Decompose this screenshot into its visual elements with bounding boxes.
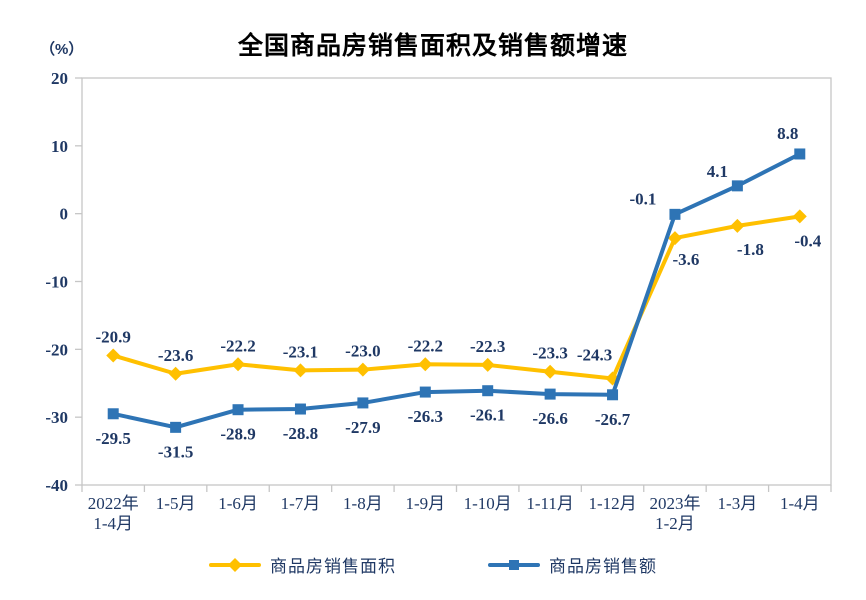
sales-amount-data-label: 8.8 [777,124,798,143]
sales-area-data-label: -1.8 [737,240,764,259]
x-axis-tick-label: 1-3月 [718,494,758,513]
x-axis-tick-label: 1-4月 [780,494,820,513]
sales-area-legend-marker-icon [209,557,261,572]
sales-amount-data-label: -31.5 [158,442,193,461]
sales-amount-marker [357,397,369,409]
sales-area-data-label: -0.4 [794,231,821,250]
sales-area-marker [543,364,558,379]
sales-area-line [111,214,802,381]
x-axis-tick-label: 1-9月 [405,494,445,513]
sales-amount-data-label: 4.1 [707,162,728,181]
sales-amount-marker [170,421,182,433]
y-axis-tick-label: 20 [51,69,68,88]
sales-amount-marker [419,386,431,398]
sales-amount-data-label: -0.1 [629,189,656,208]
sales-area-data-label: -23.1 [283,342,318,361]
sales-amount-legend-marker-icon [488,559,540,570]
sales-amount-marker [232,404,244,416]
sales-amount-marker [731,180,743,192]
y-axis-tick-label: 10 [51,137,68,156]
sales-amount-data-label: -26.1 [470,406,505,425]
sales-area-data-label: -23.0 [345,342,380,361]
sales-amount-marker [669,208,681,220]
sales-amount-marker [482,385,494,397]
sales-amount-marker [607,389,619,401]
sales-area-data-label: -22.2 [408,336,443,355]
sales-area-data-label: -22.2 [220,336,255,355]
sales-amount-data-label: -28.9 [220,425,255,444]
sales-area-marker [293,363,308,378]
sales-area-marker [418,357,433,372]
y-axis-tick-label: -20 [45,340,68,359]
sales-area-data-label: -24.3 [577,346,612,365]
y-axis-tick-label: -10 [45,273,68,292]
sales-area-marker [355,362,370,377]
sales-amount-data-label: -27.9 [345,418,380,437]
sales-amount-marker [294,403,306,415]
sales-amount-marker [107,408,119,420]
legend-label: 商品房销售额 [549,557,657,576]
sales-area-marker [792,209,807,224]
x-axis-tick-label: 1-12月 [588,494,636,513]
x-axis-tick-label: 2023年 1-2月 [649,494,700,533]
sales-area-marker [730,218,745,233]
sales-area-data-label: -20.9 [95,327,130,346]
chart-legend: 商品房销售面积 商品房销售额 [0,552,866,577]
sales-area-marker [231,357,246,372]
sales-amount-data-label: -28.8 [283,424,318,443]
sales-area-data-label: -23.3 [532,344,567,363]
sales-area-marker [480,357,495,372]
legend-item-sales-amount: 商品房销售额 [488,552,657,577]
sales-amount-marker [544,388,556,400]
legend-label: 商品房销售面积 [270,557,396,576]
x-axis-tick-label: 1-7月 [281,494,321,513]
sales-amount-marker [794,148,806,160]
sales-amount-data-label: -29.5 [95,429,130,448]
y-axis-unit-label: （%） [40,41,84,58]
y-axis-tick-label: -30 [45,408,68,427]
x-axis-tick-label: 1-5月 [156,494,196,513]
sales-area-marker [168,366,183,381]
x-axis-tick-label: 1-11月 [526,494,574,513]
sales-amount-data-label: -26.6 [532,409,567,428]
sales-amount-data-label: -26.3 [408,407,443,426]
sales-amount-data-label: -26.7 [595,410,631,429]
sales-area-data-label: -23.6 [158,346,193,365]
x-axis-tick-label: 1-8月 [343,494,383,513]
sales-area-data-label: -3.6 [672,250,699,269]
x-axis-tick-label: 2022年 1-4月 [88,494,139,533]
sales-area-marker [106,348,121,363]
sales-area-data-label: -22.3 [470,337,505,356]
chart-title: 全国商品房销售面积及销售额增速 [237,32,628,60]
sales-area-marker [667,231,682,246]
y-axis-tick-label: -40 [45,476,68,495]
y-axis-tick-label: 0 [60,205,69,224]
sales-amount-line [111,151,802,430]
x-axis-tick-label: 1-6月 [218,494,258,513]
x-axis-tick-label: 1-10月 [464,494,512,513]
legend-item-sales-area: 商品房销售面积 [209,552,396,577]
